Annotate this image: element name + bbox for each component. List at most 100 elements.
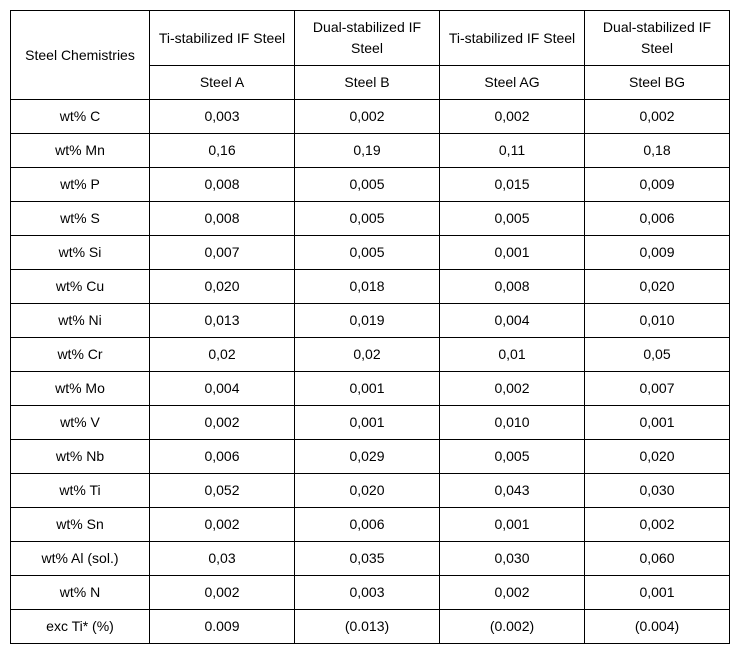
cell-value: 0,043 [440, 474, 585, 508]
table-header-row-1: Steel Chemistries Ti-stabilized IF Steel… [11, 11, 730, 66]
table-row: wt% N0,0020,0030,0020,001 [11, 576, 730, 610]
table-row: exc Ti* (%)0.009(0.013)(0.002)(0.004) [11, 610, 730, 644]
cell-value: 0,05 [585, 338, 730, 372]
cell-value: 0,002 [585, 508, 730, 542]
cell-value: 0,001 [440, 508, 585, 542]
cell-value: 0,052 [150, 474, 295, 508]
cell-value: 0,009 [585, 168, 730, 202]
cell-value: 0,001 [440, 236, 585, 270]
row-label: wt% Mo [11, 372, 150, 406]
cell-value: 0,004 [150, 372, 295, 406]
table-row: wt% V0,0020,0010,0100,001 [11, 406, 730, 440]
table-row: wt% Mn0,160,190,110,18 [11, 134, 730, 168]
cell-value: 0,19 [295, 134, 440, 168]
cell-value: 0,001 [295, 372, 440, 406]
row-label: wt% Mn [11, 134, 150, 168]
cell-value: 0,013 [150, 304, 295, 338]
cell-value: 0,035 [295, 542, 440, 576]
cell-value: 0,005 [295, 168, 440, 202]
cell-value: 0,002 [440, 100, 585, 134]
col-header-sub: Steel BG [585, 66, 730, 100]
row-label: wt% Nb [11, 440, 150, 474]
cell-value: 0,001 [295, 406, 440, 440]
row-label: wt% Ni [11, 304, 150, 338]
cell-value: 0,020 [585, 270, 730, 304]
col-header-sub: Steel B [295, 66, 440, 100]
row-label: wt% Al (sol.) [11, 542, 150, 576]
row-label: wt% Cr [11, 338, 150, 372]
cell-value: 0,005 [440, 440, 585, 474]
cell-value: (0.004) [585, 610, 730, 644]
cell-value: 0,002 [295, 100, 440, 134]
table-row: wt% P0,0080,0050,0150,009 [11, 168, 730, 202]
cell-value: 0,008 [150, 202, 295, 236]
row-label: wt% N [11, 576, 150, 610]
table-row: wt% C0,0030,0020,0020,002 [11, 100, 730, 134]
cell-value: 0.009 [150, 610, 295, 644]
cell-value: 0,006 [150, 440, 295, 474]
cell-value: (0.013) [295, 610, 440, 644]
table-row: wt% Mo0,0040,0010,0020,007 [11, 372, 730, 406]
cell-value: 0,015 [440, 168, 585, 202]
row-label: wt% Si [11, 236, 150, 270]
cell-value: 0,002 [440, 576, 585, 610]
cell-value: 0,11 [440, 134, 585, 168]
cell-value: 0,006 [295, 508, 440, 542]
table-row: wt% Ni0,0130,0190,0040,010 [11, 304, 730, 338]
cell-value: 0,020 [295, 474, 440, 508]
table-row: wt% S0,0080,0050,0050,006 [11, 202, 730, 236]
cell-value: 0,007 [585, 372, 730, 406]
cell-value: (0.002) [440, 610, 585, 644]
table-header: Steel Chemistries Ti-stabilized IF Steel… [11, 11, 730, 100]
cell-value: 0,006 [585, 202, 730, 236]
cell-value: 0,009 [585, 236, 730, 270]
cell-value: 0,18 [585, 134, 730, 168]
cell-value: 0,002 [150, 576, 295, 610]
cell-value: 0,003 [295, 576, 440, 610]
cell-value: 0,001 [585, 406, 730, 440]
cell-value: 0,01 [440, 338, 585, 372]
cell-value: 0,02 [150, 338, 295, 372]
table-row: wt% Al (sol.)0,030,0350,0300,060 [11, 542, 730, 576]
row-label: wt% Sn [11, 508, 150, 542]
table-row: wt% Nb0,0060,0290,0050,020 [11, 440, 730, 474]
cell-value: 0,029 [295, 440, 440, 474]
cell-value: 0,004 [440, 304, 585, 338]
row-label: wt% V [11, 406, 150, 440]
cell-value: 0,020 [585, 440, 730, 474]
row-label: wt% Ti [11, 474, 150, 508]
table-body: wt% C0,0030,0020,0020,002wt% Mn0,160,190… [11, 100, 730, 644]
cell-value: 0,007 [150, 236, 295, 270]
cell-value: 0,010 [585, 304, 730, 338]
cell-value: 0,018 [295, 270, 440, 304]
row-label-header: Steel Chemistries [11, 11, 150, 100]
cell-value: 0,03 [150, 542, 295, 576]
cell-value: 0,030 [440, 542, 585, 576]
col-header-top: Ti-stabilized IF Steel [150, 11, 295, 66]
cell-value: 0,16 [150, 134, 295, 168]
row-label: wt% S [11, 202, 150, 236]
cell-value: 0,002 [440, 372, 585, 406]
cell-value: 0,003 [150, 100, 295, 134]
cell-value: 0,02 [295, 338, 440, 372]
cell-value: 0,005 [295, 202, 440, 236]
cell-value: 0,060 [585, 542, 730, 576]
cell-value: 0,002 [150, 406, 295, 440]
cell-value: 0,002 [585, 100, 730, 134]
table-row: wt% Sn0,0020,0060,0010,002 [11, 508, 730, 542]
col-header-top: Ti-stabilized IF Steel [440, 11, 585, 66]
table-row: wt% Ti0,0520,0200,0430,030 [11, 474, 730, 508]
cell-value: 0,002 [150, 508, 295, 542]
cell-value: 0,010 [440, 406, 585, 440]
row-label: wt% Cu [11, 270, 150, 304]
col-header-sub: Steel AG [440, 66, 585, 100]
table-row: wt% Cu0,0200,0180,0080,020 [11, 270, 730, 304]
cell-value: 0,008 [440, 270, 585, 304]
cell-value: 0,030 [585, 474, 730, 508]
col-header-top: Dual-stabilized IF Steel [585, 11, 730, 66]
cell-value: 0,008 [150, 168, 295, 202]
row-label: wt% C [11, 100, 150, 134]
cell-value: 0,005 [295, 236, 440, 270]
cell-value: 0,001 [585, 576, 730, 610]
table-row: wt% Si0,0070,0050,0010,009 [11, 236, 730, 270]
